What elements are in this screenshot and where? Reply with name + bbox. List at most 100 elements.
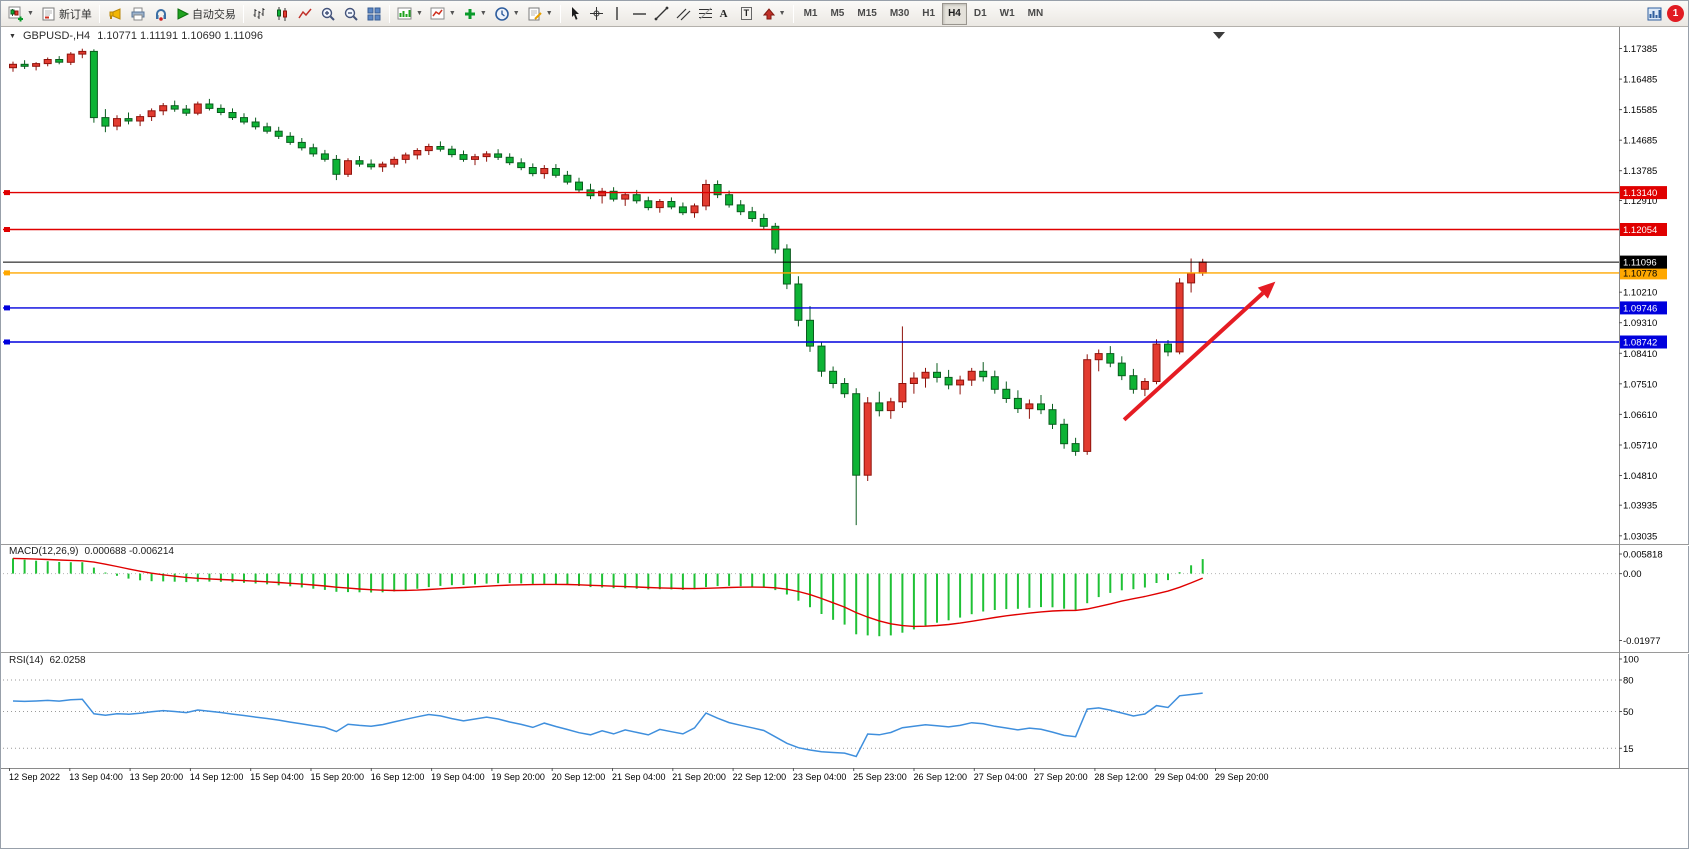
candle-body	[736, 204, 745, 213]
candle-body	[540, 168, 549, 175]
timeframe-m30-button[interactable]: M30	[884, 3, 915, 25]
candle-body	[20, 63, 29, 67]
price-line-handle[interactable]	[4, 190, 10, 196]
price-level-badge[interactable]	[1620, 266, 1667, 280]
zoom-out-button[interactable]	[340, 3, 362, 25]
template-button[interactable]: ▼	[524, 3, 556, 25]
timeframe-d1-button[interactable]: D1	[968, 3, 993, 25]
candle-body	[817, 345, 826, 372]
candle-body	[944, 376, 953, 386]
trendline-tool-button[interactable]	[651, 3, 672, 25]
announcement-icon	[109, 7, 121, 20]
price-level-badge[interactable]	[1620, 186, 1667, 200]
timeframe-m15-button[interactable]: M15	[851, 3, 882, 25]
candle-body	[1048, 409, 1057, 425]
tile-windows-button[interactable]	[363, 3, 385, 25]
line-chart-mode-button[interactable]	[294, 3, 316, 25]
time-axis-label: 19 Sep 04:00	[431, 772, 485, 782]
trend-arrow-line[interactable]	[1122, 291, 1265, 422]
print-preview-button[interactable]	[127, 3, 149, 25]
candle-body	[332, 158, 341, 175]
price-level-badge[interactable]	[1620, 335, 1667, 349]
time-axis-label: 13 Sep 20:00	[130, 772, 184, 782]
cursor-icon	[571, 7, 579, 20]
candle-body	[136, 116, 145, 122]
candle-body	[1187, 272, 1196, 284]
trend-arrow-head[interactable]	[1257, 281, 1276, 299]
indicators-window-button[interactable]: ▼	[394, 3, 426, 25]
horizontal-line-icon	[632, 12, 646, 15]
autotrade-button[interactable]: 自动交易	[173, 3, 239, 25]
arrow-shapes-button[interactable]: ▼	[759, 3, 789, 25]
rsi-tick-label: 15	[1623, 744, 1634, 755]
fibonacci-tool-button[interactable]	[695, 3, 716, 25]
announcement-button[interactable]	[104, 3, 126, 25]
symbol-dropdown-icon[interactable]: ▼	[9, 32, 16, 40]
new-chart-icon	[8, 6, 23, 21]
candle-body	[517, 162, 526, 169]
autotrade-label: 自动交易	[191, 8, 236, 21]
mobile-chart-button[interactable]	[1644, 3, 1666, 25]
new-order-label: 新订单	[58, 8, 92, 21]
candle-body	[863, 402, 872, 476]
price-line-handle[interactable]	[4, 339, 10, 345]
candlestick-mode-button[interactable]	[271, 3, 293, 25]
trendline-icon	[654, 6, 669, 21]
current-price-badge[interactable]	[1620, 255, 1667, 269]
price-line-handle[interactable]	[4, 305, 10, 311]
timeframe-h1-button[interactable]: H1	[916, 3, 941, 25]
bar-chart-mode-button[interactable]	[248, 3, 270, 25]
price-line-handle[interactable]	[4, 270, 10, 276]
time-axis-label: 29 Sep 20:00	[1215, 772, 1269, 782]
add-indicator-button[interactable]: ▼	[460, 3, 490, 25]
candle-body	[667, 201, 676, 208]
chart-profile-button[interactable]: ▼	[427, 3, 459, 25]
autotrade-play-icon	[177, 7, 190, 20]
time-axis-label: 21 Sep 20:00	[672, 772, 726, 782]
channel-tool-button[interactable]	[673, 3, 694, 25]
cursor-tool-button[interactable]	[565, 3, 585, 25]
candle-body	[159, 105, 168, 112]
new-order-button[interactable]: 新订单	[38, 3, 95, 25]
macd-signal-line	[12, 557, 1203, 628]
chart-area[interactable]: 1.17385 1.16485 1.15585 1.14685 1.13785 1.129…	[1, 27, 1689, 849]
candle-body	[9, 63, 17, 69]
timeframe-m5-button[interactable]: M5	[824, 3, 850, 25]
candle-body	[228, 112, 237, 119]
time-axis-label: 27 Sep 04:00	[974, 772, 1028, 782]
price-level-badge[interactable]	[1620, 223, 1667, 236]
toolbar-separator	[559, 4, 561, 23]
time-axis-label: 16 Sep 12:00	[371, 772, 425, 782]
period-clock-button[interactable]: ▼	[491, 3, 523, 25]
price-line-handle[interactable]	[4, 227, 10, 232]
candle-body	[471, 156, 479, 160]
crosshair-tool-button[interactable]	[586, 3, 607, 25]
chart-shift-marker[interactable]	[1213, 32, 1225, 39]
vertical-line-icon	[615, 7, 618, 20]
macd-tick-label: -0.01977	[1623, 636, 1661, 647]
candle-body	[655, 201, 664, 209]
candle-body	[678, 206, 687, 214]
text-tool-button[interactable]: A	[717, 3, 737, 25]
price-level-badge[interactable]	[1620, 301, 1667, 315]
candle-body	[909, 377, 918, 385]
price-level-badge-text: 1.13140	[1623, 188, 1657, 199]
timeframe-m1-button[interactable]: M1	[798, 3, 824, 25]
candle-body	[424, 146, 433, 152]
timeframe-w1-button[interactable]: W1	[994, 3, 1021, 25]
candle-body	[829, 370, 838, 384]
community-button[interactable]	[150, 3, 172, 25]
candle-body	[205, 103, 214, 109]
price-tick-label: 1.10210	[1623, 288, 1657, 299]
vertical-line-tool-button[interactable]	[608, 3, 628, 25]
notification-badge[interactable]: 1	[1667, 5, 1684, 22]
arrow-shape-icon	[762, 7, 775, 19]
zoom-in-button[interactable]	[317, 3, 339, 25]
timeframe-h4-button[interactable]: H4	[942, 2, 967, 25]
timeframe-mn-button[interactable]: MN	[1022, 3, 1050, 25]
new-chart-button[interactable]: ▼	[5, 3, 37, 25]
candle-body	[1013, 397, 1022, 410]
candle-body	[378, 163, 387, 168]
horizontal-line-tool-button[interactable]	[629, 3, 650, 25]
label-tool-button[interactable]: T	[738, 3, 758, 25]
